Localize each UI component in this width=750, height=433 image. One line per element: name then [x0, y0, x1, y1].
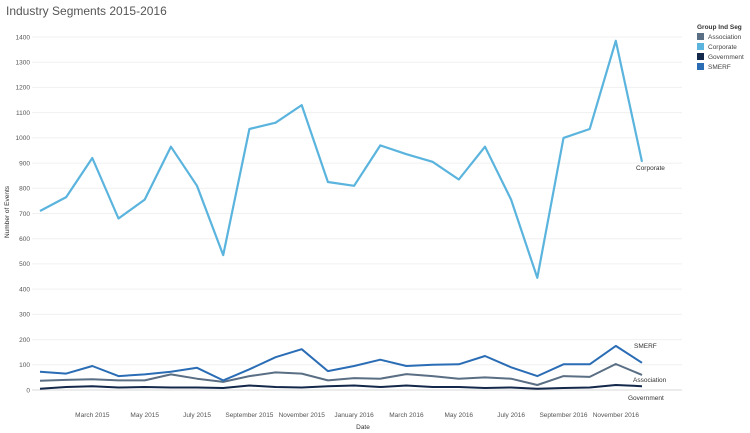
- end-label-association: Association: [633, 377, 667, 384]
- x-tick-label: March 2015: [75, 412, 110, 419]
- series-line-smerf: [39, 344, 643, 382]
- end-label-smerf: SMERF: [634, 343, 657, 350]
- y-axis-title: Number of Events: [4, 185, 11, 238]
- x-tick-label: March 2016: [389, 412, 424, 419]
- legend-title: Group Ind Seg: [697, 24, 742, 31]
- series-end-labels: Association Corporate Government SMERF: [628, 165, 667, 402]
- x-tick-label: May 2015: [130, 412, 159, 419]
- x-axis-ticks: March 2015 May 2015 July 2015 September 201…: [75, 412, 639, 419]
- x-tick-label: January 2016: [334, 412, 374, 419]
- y-axis-ticks: 0 100 200 300 400 500 600 700 800 900 1000 1100 1200…: [16, 34, 31, 394]
- legend-label: SMERF: [708, 64, 731, 71]
- y-tick-label: 0: [26, 387, 30, 394]
- x-tick-label: July 2015: [183, 412, 211, 419]
- y-tick-label: 200: [19, 337, 30, 344]
- x-tick-label: May 2016: [445, 412, 474, 419]
- x-tick-label: September 2015: [225, 412, 273, 419]
- legend-swatch: [697, 53, 704, 60]
- x-tick-label: July 2016: [497, 412, 525, 419]
- y-tick-label: 1300: [16, 60, 31, 67]
- series-line-corporate: [39, 39, 644, 279]
- legend-label: Government: [708, 54, 744, 61]
- legend-swatch: [697, 43, 704, 50]
- end-label-corporate: Corporate: [636, 165, 665, 172]
- y-tick-label: 600: [19, 236, 30, 243]
- y-tick-label: 900: [19, 160, 30, 167]
- x-axis-title: Date: [356, 424, 370, 431]
- series-lines: [39, 39, 644, 390]
- y-tick-label: 500: [19, 261, 30, 268]
- series-line-association: [39, 363, 643, 386]
- y-tick-label: 1000: [16, 135, 31, 142]
- y-tick-label: 100: [19, 362, 30, 369]
- legend-label: Association: [708, 34, 742, 41]
- x-tick-label: November 2015: [279, 412, 326, 419]
- y-tick-label: 400: [19, 286, 30, 293]
- y-tick-label: 300: [19, 312, 30, 319]
- x-tick-label: November 2016: [593, 412, 640, 419]
- legend-swatch: [697, 33, 704, 40]
- x-tick-label: September 2016: [539, 412, 587, 419]
- gridlines: [32, 36, 682, 391]
- y-tick-label: 1400: [16, 34, 31, 41]
- end-label-government: Government: [628, 395, 664, 402]
- y-tick-label: 1200: [16, 85, 31, 92]
- chart-title: Industry Segments 2015-2016: [6, 4, 167, 18]
- legend: Group Ind Seg Association Corporate Govern…: [697, 24, 744, 71]
- legend-label: Corporate: [708, 44, 737, 51]
- y-tick-label: 1100: [16, 110, 30, 117]
- series-line-government: [39, 384, 643, 390]
- y-tick-label: 700: [19, 211, 30, 218]
- y-tick-label: 800: [19, 186, 30, 193]
- legend-swatch: [697, 63, 704, 70]
